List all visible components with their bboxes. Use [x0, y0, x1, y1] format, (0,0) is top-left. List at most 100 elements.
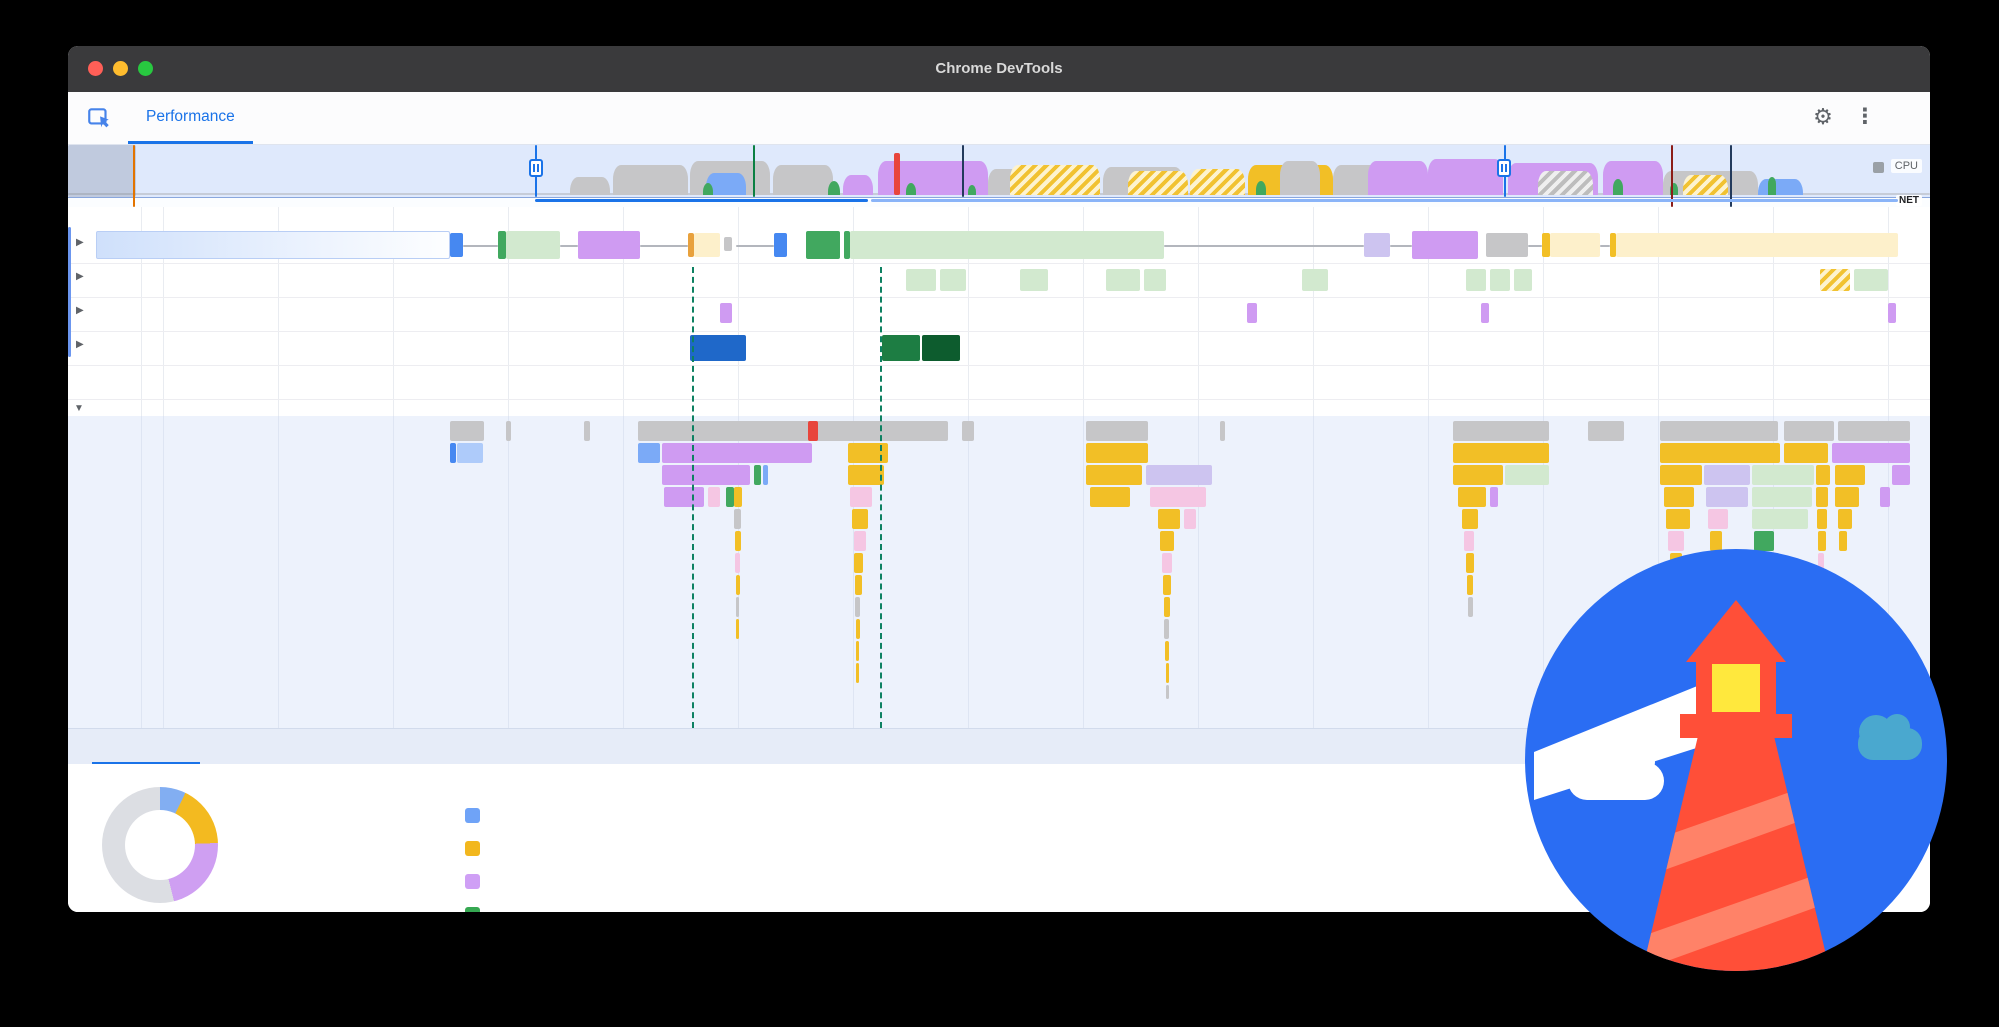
- bar[interactable]: [1146, 465, 1212, 485]
- bar[interactable]: [854, 553, 863, 573]
- bar[interactable]: [1670, 183, 1678, 195]
- frames-track-row[interactable]: [68, 263, 1930, 298]
- bar[interactable]: [1412, 231, 1478, 259]
- bar[interactable]: [906, 183, 916, 195]
- network-track-row[interactable]: [68, 229, 1930, 264]
- bar[interactable]: [1514, 269, 1532, 291]
- bar[interactable]: [1160, 531, 1174, 551]
- bar[interactable]: [1835, 465, 1865, 485]
- tab-performance[interactable]: Performance: [128, 92, 253, 144]
- bar[interactable]: [1164, 245, 1364, 247]
- bar[interactable]: [68, 145, 136, 197]
- bar[interactable]: [1603, 161, 1663, 195]
- bar[interactable]: [808, 421, 818, 441]
- bar[interactable]: [736, 575, 740, 595]
- bar[interactable]: [1462, 509, 1478, 529]
- bar[interactable]: [463, 245, 498, 247]
- bar[interactable]: [1481, 303, 1489, 323]
- bar[interactable]: [450, 233, 463, 257]
- bar[interactable]: [828, 181, 840, 195]
- bar[interactable]: [856, 663, 859, 683]
- bar[interactable]: [1280, 161, 1320, 195]
- bar[interactable]: [774, 233, 787, 257]
- bar[interactable]: [1086, 443, 1148, 463]
- bar[interactable]: [708, 487, 720, 507]
- bar[interactable]: [1086, 421, 1148, 441]
- bar[interactable]: [852, 509, 868, 529]
- gpu-track-row[interactable]: [68, 365, 1930, 400]
- bar[interactable]: [662, 465, 750, 485]
- bar[interactable]: [1010, 165, 1100, 195]
- bar[interactable]: [854, 531, 866, 551]
- bar[interactable]: [1892, 465, 1910, 485]
- bar[interactable]: [1818, 531, 1826, 551]
- bar[interactable]: [1754, 531, 1774, 551]
- pause-marker[interactable]: [1497, 159, 1511, 177]
- bar[interactable]: [1486, 233, 1528, 257]
- bar[interactable]: [570, 177, 610, 195]
- bar[interactable]: [1671, 145, 1673, 207]
- bar[interactable]: [736, 245, 774, 247]
- minimize-window-button[interactable]: [113, 61, 128, 76]
- collapse-track-icon[interactable]: ▼: [74, 403, 84, 414]
- bar[interactable]: [1466, 269, 1486, 291]
- bar[interactable]: [734, 509, 741, 529]
- bar[interactable]: [1128, 171, 1188, 195]
- bar[interactable]: [694, 233, 720, 257]
- bar[interactable]: [1683, 175, 1728, 195]
- bar[interactable]: [1704, 465, 1750, 485]
- bar[interactable]: [688, 233, 694, 257]
- bar[interactable]: [1247, 303, 1257, 323]
- bar[interactable]: [1817, 509, 1827, 529]
- bar[interactable]: [1490, 269, 1510, 291]
- bar[interactable]: [1164, 619, 1169, 639]
- bar[interactable]: [850, 487, 872, 507]
- bar[interactable]: [843, 175, 873, 195]
- bar[interactable]: [457, 443, 483, 463]
- bar[interactable]: [664, 487, 704, 507]
- bar[interactable]: [1710, 531, 1722, 551]
- bar[interactable]: [1464, 531, 1474, 551]
- bar[interactable]: [1730, 145, 1732, 207]
- bar[interactable]: [638, 421, 948, 441]
- bar[interactable]: [450, 421, 484, 441]
- bar[interactable]: [856, 619, 860, 639]
- bar[interactable]: [940, 269, 966, 291]
- bar[interactable]: [855, 597, 860, 617]
- bar[interactable]: [638, 443, 660, 463]
- bar[interactable]: [68, 227, 71, 357]
- bar[interactable]: [720, 303, 732, 323]
- pause-marker[interactable]: [529, 159, 543, 177]
- bar[interactable]: [1660, 421, 1778, 441]
- bar[interactable]: [506, 421, 511, 441]
- bar[interactable]: [1888, 303, 1896, 323]
- bar[interactable]: [692, 267, 694, 728]
- bar[interactable]: [1505, 465, 1549, 485]
- bar[interactable]: [894, 153, 900, 195]
- bar[interactable]: [706, 173, 746, 195]
- timeline-overview-minimap[interactable]: CPU NET: [68, 145, 1930, 208]
- bar[interactable]: [640, 245, 688, 247]
- bar[interactable]: [1784, 421, 1834, 441]
- bar[interactable]: [1163, 575, 1171, 595]
- bar[interactable]: [613, 165, 688, 195]
- bar[interactable]: [1838, 509, 1852, 529]
- bar[interactable]: [1166, 663, 1169, 683]
- bar[interactable]: [753, 145, 755, 197]
- bar[interactable]: [1166, 685, 1169, 699]
- bar[interactable]: [1158, 509, 1180, 529]
- bar[interactable]: [1256, 181, 1266, 195]
- bar[interactable]: [96, 231, 450, 259]
- bar[interactable]: [906, 269, 936, 291]
- bar[interactable]: [735, 553, 740, 573]
- bar[interactable]: [1020, 269, 1048, 291]
- bar[interactable]: [1835, 487, 1859, 507]
- bar[interactable]: [690, 335, 746, 361]
- bar[interactable]: [1458, 487, 1486, 507]
- bar[interactable]: [535, 199, 868, 202]
- bar[interactable]: [1490, 487, 1498, 507]
- bar[interactable]: [773, 165, 833, 195]
- bar[interactable]: [133, 145, 135, 207]
- bar[interactable]: [1390, 245, 1412, 247]
- bar[interactable]: [1706, 487, 1748, 507]
